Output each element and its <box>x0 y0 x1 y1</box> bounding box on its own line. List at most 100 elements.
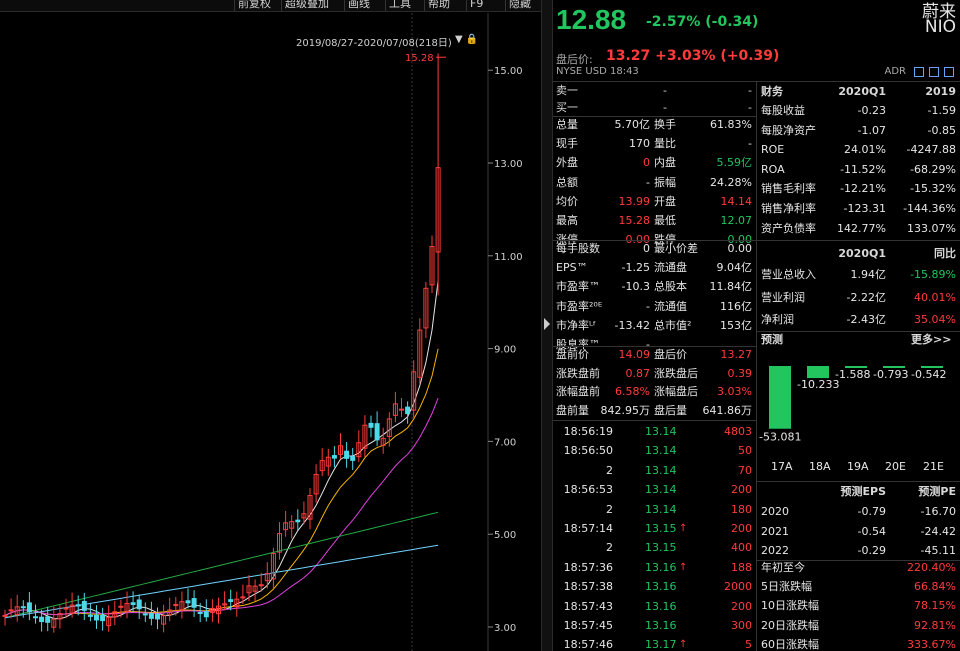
finance-header-yoy: 同比 <box>934 247 956 260</box>
return-value: 220.40% <box>907 561 956 574</box>
forecast-more-link[interactable]: 更多>> <box>911 333 952 346</box>
finance-row: 每股收益 -0.23 -1.59 <box>757 101 960 120</box>
tick-price: 13.15 <box>645 541 677 555</box>
candle-body <box>20 606 26 609</box>
expand-arrow-icon[interactable] <box>544 318 550 330</box>
candle-body <box>289 521 295 529</box>
divider <box>757 331 960 332</box>
stat-value: - <box>646 299 650 313</box>
alert-icon[interactable] <box>929 67 939 77</box>
tick-price: 13.14 <box>645 483 677 497</box>
finance-row: 2022 -0.29 -45.11 <box>757 541 960 560</box>
finance-value: 1.94亿 <box>850 268 887 281</box>
forecast-bar <box>921 366 943 368</box>
finance-header-period: 2020Q1 <box>838 247 886 260</box>
stat-value: 6.58% <box>615 385 650 398</box>
candle-body <box>203 611 209 618</box>
return-row: 60日涨跌幅 333.67% <box>757 635 960 651</box>
y-tick-label: 11.00 <box>494 252 523 263</box>
candle-body <box>75 604 81 607</box>
tick-time: 18:57:36 <box>563 560 613 574</box>
candle-body <box>331 455 337 459</box>
tick-time: 2 <box>606 541 613 555</box>
finance-header-period: 2019 <box>925 85 956 98</box>
candle-body <box>429 246 435 286</box>
chart-toolbar: 前复权 超级叠加 画线 工具 帮助 F9 隐藏 <box>0 0 549 12</box>
stat-value: -13.42 <box>614 318 650 332</box>
return-row: 年初至今 220.40% <box>757 558 960 577</box>
finance-value: -68.29% <box>910 162 956 176</box>
finance-label: 2020 <box>761 505 789 518</box>
tick-volume: 200 <box>731 599 752 613</box>
tick-volume: 400 <box>731 541 752 555</box>
tick-row: 2 13.14 70 <box>553 461 756 480</box>
lock-icon[interactable]: 🔒 <box>465 34 479 45</box>
tick-volume: 200 <box>731 522 752 535</box>
candle-body <box>63 607 69 610</box>
stat-label: 每手股数 <box>556 242 600 255</box>
toolbar-adjust-button[interactable]: 前复权 <box>234 0 274 11</box>
add-icon[interactable] <box>944 67 954 77</box>
divider <box>756 81 757 651</box>
finance-header: 财务 2020Q1 2019 <box>757 82 960 101</box>
forecast-bar-label: 18A <box>809 460 831 473</box>
tick-price: 13.14 <box>645 444 677 458</box>
candle-body <box>161 615 167 625</box>
tick-time: 18:57:14 <box>563 522 613 535</box>
candle-body <box>423 287 429 329</box>
candle-body <box>417 329 423 378</box>
tick-row: 18:56:50 13.14 50 <box>553 441 756 460</box>
divider <box>553 116 756 117</box>
forecast-bar-value: -0.542 <box>911 368 946 381</box>
stat-value: 3.03% <box>717 385 752 398</box>
panel-splitter[interactable] <box>541 0 553 651</box>
stat-label: 流通盘 <box>654 261 687 275</box>
stat-value: -1.25 <box>621 261 650 275</box>
stat-value: 0.00 <box>727 233 753 247</box>
chart-period-controls[interactable]: ▼ 🔒 <box>455 34 479 45</box>
toolbar-overlay-button[interactable]: 超级叠加 <box>281 0 332 11</box>
stat-label: 涨停 <box>556 233 578 247</box>
forecast-table-header: 预测EPS 预测PE <box>757 482 960 501</box>
stat-label: 开盘 <box>654 194 676 208</box>
candle-body <box>209 607 215 614</box>
stat-label: 股息率™ <box>556 338 600 351</box>
stat-value: 14.14 <box>720 194 753 208</box>
stat-value: 170 <box>629 137 650 151</box>
kline-chart[interactable]: 15.00 13.00 11.00 9.00 7.00 5.00 3.00 15.28 <box>0 13 549 651</box>
toolbar-tools-button[interactable]: 工具 <box>385 0 414 11</box>
divider <box>757 560 960 561</box>
candle-body <box>270 552 276 580</box>
finance-label: 资产负债率 <box>761 221 816 235</box>
finance-value: -144.36% <box>903 202 956 215</box>
edit-icon[interactable] <box>914 67 924 77</box>
stat-row: 市净率ᴸᶠ -13.42 总市值² 153亿 <box>553 316 756 335</box>
y-tick-label: 7.00 <box>494 437 516 448</box>
adr-badge[interactable]: ADR <box>884 66 907 77</box>
finance-row: 营业利润 -2.22亿 40.01% <box>757 288 960 307</box>
tick-row: 18:56:53 13.14 200 <box>553 480 756 499</box>
finance-value: -12.21% <box>840 182 886 196</box>
stat-row: 涨幅盘前 6.58% 涨幅盘后 3.03% <box>553 382 756 401</box>
finance-value: -1.07 <box>857 123 886 137</box>
stat-label: 总市值² <box>654 318 692 332</box>
toolbar-help-button[interactable]: 帮助 <box>424 0 453 11</box>
stat-label: 流通值 <box>654 299 687 313</box>
up-arrow-icon: ↑ <box>679 639 688 651</box>
toolbar-f9-button[interactable]: F9 <box>466 0 486 11</box>
toolbar-hide-button[interactable]: 隐藏 <box>505 0 534 11</box>
candle-body <box>435 167 441 253</box>
stat-value: 0 <box>643 156 650 170</box>
finance-value: -2.43亿 <box>846 313 886 326</box>
forecast-bar-label: 19A <box>847 460 869 473</box>
candle-body <box>39 616 45 623</box>
divider <box>553 240 756 241</box>
candle-body <box>2 614 8 617</box>
company-name: 蔚来 <box>922 2 956 22</box>
toolbar-draw-button[interactable]: 画线 <box>344 0 373 11</box>
stat-value: 153亿 <box>720 318 752 332</box>
tick-time: 18:56:50 <box>563 444 613 458</box>
finance-label: 净利润 <box>761 313 794 326</box>
stat-value: -10.3 <box>621 280 650 294</box>
divider <box>553 420 756 421</box>
